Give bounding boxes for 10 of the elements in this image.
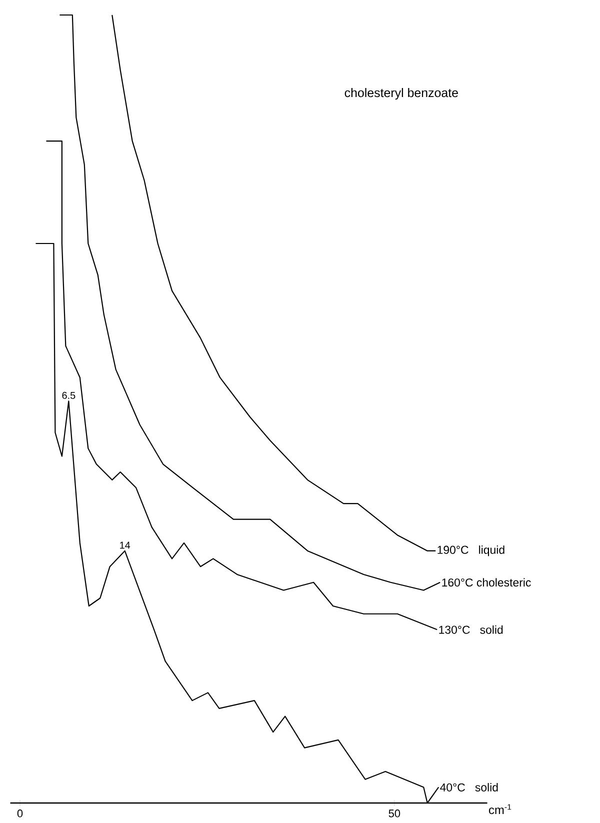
annotation: 6.5	[62, 392, 76, 399]
series-label: 190°C liquid	[438, 546, 504, 556]
series-label: 160°C cholesteric	[442, 578, 531, 587]
annotation: 14	[120, 542, 130, 549]
x-axis-title: cm$^{-1}$	[488, 804, 512, 814]
series-label: 130°C solid	[439, 625, 503, 634]
x-tick-label: 50	[388, 810, 400, 818]
series-label: 40°C solid	[440, 783, 498, 792]
x-tick-label: 0	[17, 810, 23, 818]
text: cholesteryl benzoate	[344, 88, 458, 100]
